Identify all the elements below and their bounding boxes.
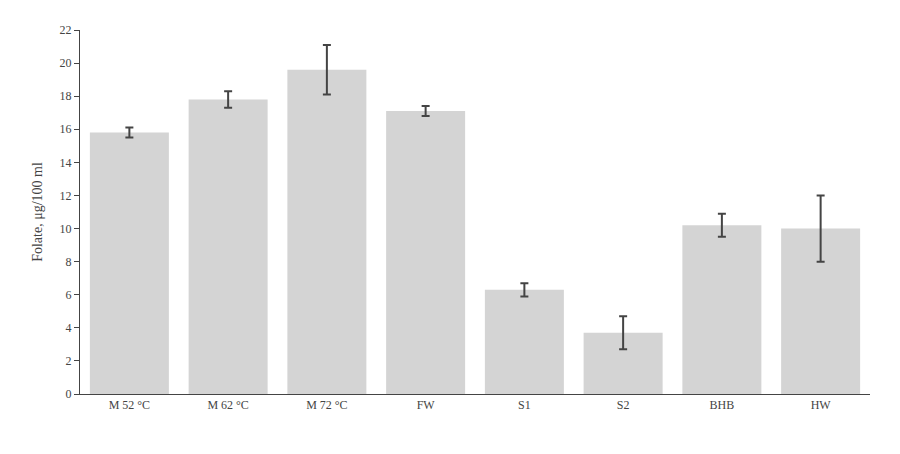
svg-text:14: 14 — [60, 156, 72, 170]
svg-text:Folate, μg/100 ml: Folate, μg/100 ml — [30, 162, 45, 262]
svg-text:16: 16 — [60, 122, 72, 136]
svg-text:S2: S2 — [617, 398, 630, 412]
svg-text:M 72 °C: M 72 °C — [306, 398, 347, 412]
svg-text:BHB: BHB — [710, 398, 735, 412]
svg-text:18: 18 — [60, 89, 72, 103]
svg-text:6: 6 — [66, 288, 72, 302]
svg-text:12: 12 — [60, 189, 72, 203]
svg-text:4: 4 — [66, 321, 72, 335]
svg-text:M 52 °C: M 52 °C — [109, 398, 150, 412]
svg-text:S1: S1 — [518, 398, 531, 412]
svg-text:M 62 °C: M 62 °C — [207, 398, 248, 412]
svg-text:2: 2 — [66, 354, 72, 368]
svg-text:20: 20 — [60, 56, 72, 70]
svg-text:10: 10 — [60, 222, 72, 236]
svg-text:8: 8 — [66, 255, 72, 269]
svg-text:22: 22 — [60, 23, 72, 37]
svg-text:FW: FW — [417, 398, 436, 412]
svg-text:HW: HW — [811, 398, 832, 412]
svg-text:0: 0 — [66, 387, 72, 401]
